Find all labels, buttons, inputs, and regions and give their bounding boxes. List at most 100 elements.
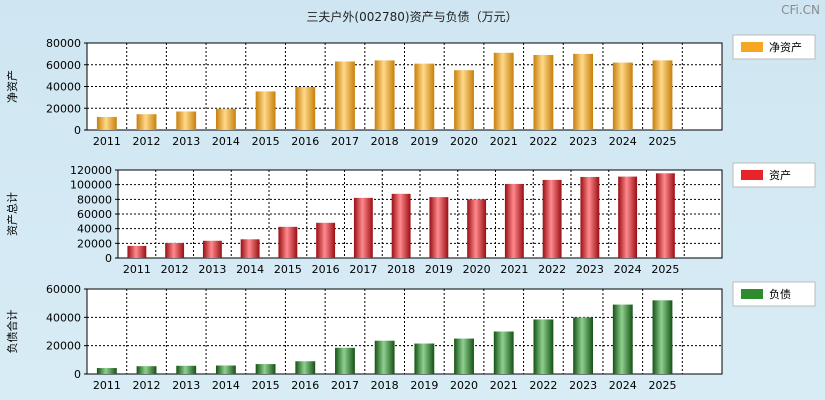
x-tick-label: 2016 — [312, 263, 340, 276]
x-tick-label: 2020 — [463, 263, 491, 276]
x-tick-label: 2018 — [371, 379, 399, 392]
bar-2011 — [96, 116, 117, 130]
x-tick-label: 2011 — [123, 263, 151, 276]
legend-label: 净资产 — [769, 40, 802, 54]
y-tick-label: 40000 — [46, 311, 81, 324]
x-tick-label: 2019 — [410, 135, 438, 148]
bar-2012 — [136, 114, 157, 130]
x-tick-label: 2015 — [274, 263, 302, 276]
bar-2014 — [215, 108, 236, 130]
bar-2015 — [278, 226, 298, 258]
x-tick-label: 2021 — [500, 263, 528, 276]
x-tick-label: 2013 — [172, 379, 200, 392]
y-tick-label: 60000 — [46, 283, 81, 296]
x-tick-label: 2019 — [425, 263, 453, 276]
x-tick-label: 2011 — [93, 135, 121, 148]
bar-2025 — [652, 60, 673, 130]
bar-2014 — [215, 365, 236, 374]
bar-2017 — [353, 197, 373, 258]
x-tick-label: 2017 — [331, 135, 359, 148]
bar-2017 — [335, 61, 355, 130]
bar-2016 — [316, 222, 336, 258]
bar-2014 — [240, 239, 260, 258]
chart-panel-total-liabilities: 0 20000 40000 60000 2011 2012 2013 2014 2015 2016… — [5, 281, 816, 392]
bar-2023 — [573, 53, 594, 130]
x-tick-label: 2019 — [410, 379, 438, 392]
bar-2020 — [454, 338, 474, 374]
x-tick-label: 2024 — [609, 379, 637, 392]
x-tick-label: 2022 — [529, 135, 557, 148]
y-tick-label: 0 — [74, 124, 81, 137]
bar-2018 — [374, 340, 395, 374]
legend-swatch — [741, 289, 763, 299]
bar-2018 — [374, 60, 395, 130]
x-tick-label: 2025 — [648, 379, 676, 392]
x-tick-label: 2013 — [172, 135, 200, 148]
bar-2020 — [467, 199, 487, 258]
x-tick-label: 2016 — [291, 135, 319, 148]
x-tick-label: 2023 — [569, 135, 597, 148]
bar-2017 — [335, 347, 355, 374]
legend-label: 资产 — [769, 168, 791, 182]
y-tick-label: 80000 — [77, 193, 112, 206]
y-tick-label: 120000 — [70, 164, 112, 177]
y-tick-label: 20000 — [46, 340, 81, 353]
bar-2015 — [255, 364, 276, 374]
bar-2013 — [176, 365, 197, 374]
bar-2019 — [414, 63, 435, 130]
x-tick-label: 2016 — [291, 379, 319, 392]
y-tick-label: 40000 — [46, 81, 81, 94]
bar-2016 — [295, 361, 316, 374]
y-tick-label: 0 — [105, 252, 112, 265]
x-tick-label: 2013 — [198, 263, 226, 276]
x-tick-label: 2025 — [651, 263, 679, 276]
y-axis-label: 资产总计 — [5, 192, 19, 236]
x-tick-label: 2011 — [93, 379, 121, 392]
y-tick-label: 80000 — [46, 37, 81, 50]
bar-2024 — [612, 304, 633, 374]
x-tick-label: 2021 — [490, 379, 518, 392]
x-tick-label: 2017 — [349, 263, 377, 276]
watermark: CFi.CN — [781, 3, 820, 17]
bar-2023 — [580, 176, 600, 258]
x-tick-label: 2012 — [133, 135, 161, 148]
bar-2011 — [96, 368, 117, 374]
bar-2016 — [295, 87, 316, 130]
bar-2025 — [655, 173, 675, 258]
bar-2012 — [165, 242, 185, 258]
bar-2024 — [618, 176, 638, 258]
chart-title: 三夫户外(002780)资产与负债（万元） — [306, 9, 517, 24]
x-tick-label: 2023 — [576, 263, 604, 276]
x-tick-label: 2023 — [569, 379, 597, 392]
bar-2019 — [429, 197, 449, 258]
y-tick-label: 0 — [74, 368, 81, 381]
bar-2018 — [391, 193, 411, 258]
x-tick-label: 2015 — [252, 379, 280, 392]
y-axis-label: 净资产 — [5, 70, 19, 103]
bar-2013 — [176, 111, 197, 130]
charts-root: 0 20000 40000 60000 80000 2011 2012 2013 2014 201… — [5, 34, 816, 392]
bar-2023 — [573, 317, 594, 374]
bar-2021 — [493, 52, 514, 130]
bar-2021 — [493, 331, 514, 374]
y-axis-label: 负债合计 — [5, 310, 19, 354]
x-tick-label: 2014 — [236, 263, 264, 276]
x-tick-label: 2017 — [331, 379, 359, 392]
x-tick-label: 2024 — [614, 263, 642, 276]
bar-2024 — [612, 62, 633, 131]
bar-2025 — [652, 300, 673, 374]
y-tick-label: 20000 — [77, 237, 112, 250]
x-tick-label: 2018 — [371, 135, 399, 148]
x-tick-label: 2020 — [450, 135, 478, 148]
bar-2013 — [202, 240, 222, 258]
y-tick-label: 20000 — [46, 102, 81, 115]
x-tick-label: 2025 — [648, 135, 676, 148]
y-tick-label: 100000 — [70, 179, 112, 192]
bar-2012 — [136, 366, 157, 374]
bar-2020 — [454, 70, 474, 130]
x-tick-label: 2022 — [529, 379, 557, 392]
legend-swatch — [741, 170, 763, 180]
x-tick-label: 2012 — [161, 263, 189, 276]
